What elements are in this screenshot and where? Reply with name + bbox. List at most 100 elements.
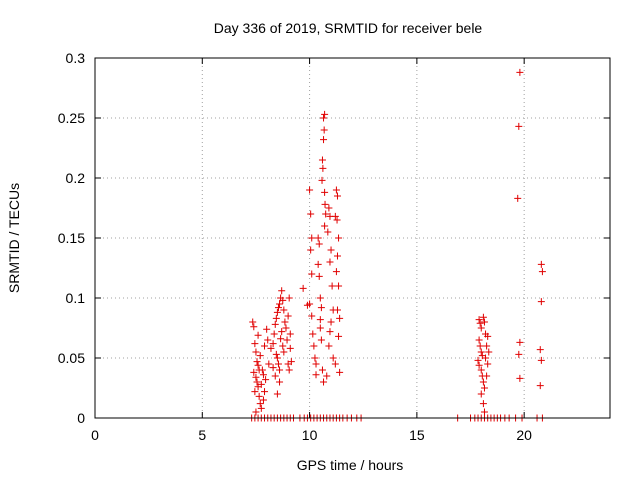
data-point	[514, 194, 522, 202]
data-point	[278, 287, 286, 295]
data-point	[316, 294, 324, 302]
data-point	[479, 378, 487, 386]
data-point	[273, 354, 281, 362]
data-point	[277, 335, 285, 343]
data-point	[276, 300, 284, 308]
data-point	[264, 336, 272, 344]
data-point	[286, 344, 294, 352]
data-point	[326, 328, 334, 336]
data-point	[308, 234, 316, 242]
data-point	[321, 110, 329, 118]
data-point	[306, 300, 314, 308]
data-point	[480, 318, 488, 326]
data-point	[307, 210, 315, 218]
data-point	[287, 358, 295, 366]
data-point	[475, 361, 483, 369]
data-point	[536, 382, 544, 390]
data-point	[282, 324, 290, 332]
data-point	[516, 68, 524, 76]
data-point	[475, 316, 483, 324]
data-point	[333, 192, 341, 200]
data-point	[320, 136, 328, 144]
data-point	[271, 372, 279, 380]
data-point	[479, 313, 487, 321]
data-point	[285, 366, 293, 374]
data-point	[484, 360, 492, 368]
data-point	[251, 388, 259, 396]
data-point	[480, 408, 488, 416]
plot-frame	[94, 57, 611, 419]
data-point	[254, 361, 262, 369]
grid-lines	[95, 58, 610, 418]
data-point	[279, 342, 287, 350]
data-point	[252, 408, 260, 416]
data-point	[333, 252, 341, 260]
data-point	[272, 314, 280, 322]
data-point	[257, 404, 265, 412]
data-point	[261, 342, 269, 350]
data-point	[314, 260, 322, 268]
data-point	[483, 342, 491, 350]
data-point	[252, 348, 260, 356]
data-point	[255, 392, 263, 400]
data-point	[280, 348, 288, 356]
data-point	[276, 378, 284, 386]
data-point	[283, 336, 291, 344]
data-point	[272, 350, 280, 358]
data-point	[536, 346, 544, 354]
data-point	[322, 210, 330, 218]
data-point	[321, 222, 329, 230]
data-point	[259, 396, 267, 404]
data-point	[274, 360, 282, 368]
data-point	[273, 390, 281, 398]
x-tick-label: 20	[516, 427, 532, 443]
y-axis-ticks: 0 0.05 0.1 0.15 0.2 0.25 0.3	[58, 50, 610, 426]
data-point	[312, 360, 320, 368]
data-point	[327, 318, 335, 326]
data-point	[320, 114, 328, 122]
data-point	[307, 246, 315, 254]
data-point	[318, 366, 326, 374]
data-point	[285, 294, 293, 302]
data-point	[314, 234, 322, 242]
data-point	[323, 372, 331, 380]
data-point	[331, 360, 339, 368]
data-point	[327, 246, 335, 254]
data-point	[250, 368, 258, 376]
data-point	[254, 331, 262, 339]
data-point	[475, 336, 483, 344]
data-point	[263, 325, 271, 333]
data-point	[476, 319, 484, 327]
data-point	[333, 306, 341, 314]
data-point	[318, 176, 326, 184]
data-point	[317, 336, 325, 344]
data-point	[316, 324, 324, 332]
data-point	[332, 186, 340, 194]
data-point	[320, 126, 328, 134]
data-point	[315, 272, 323, 280]
data-point	[317, 304, 325, 312]
data-point	[516, 338, 524, 346]
data-point	[515, 350, 523, 358]
data-point	[477, 390, 485, 398]
data-point	[316, 316, 324, 324]
data-point	[320, 378, 328, 386]
data-point	[269, 364, 277, 372]
data-point	[335, 332, 343, 340]
data-point	[311, 354, 319, 362]
data-point	[321, 200, 329, 208]
y-tick-label: 0.1	[66, 290, 86, 306]
data-point	[270, 330, 278, 338]
data-point	[483, 372, 491, 380]
data-point	[299, 284, 307, 292]
data-point	[480, 384, 488, 392]
data-point	[271, 320, 279, 328]
x-tick-label: 0	[91, 427, 99, 443]
data-point	[306, 186, 314, 194]
y-tick-label: 0.25	[58, 110, 85, 126]
y-tick-label: 0	[77, 410, 85, 426]
data-point	[319, 164, 327, 172]
y-axis-label: SRMTID / TECUs	[6, 183, 22, 293]
data-point	[274, 304, 282, 312]
y-tick-label: 0.15	[58, 230, 85, 246]
